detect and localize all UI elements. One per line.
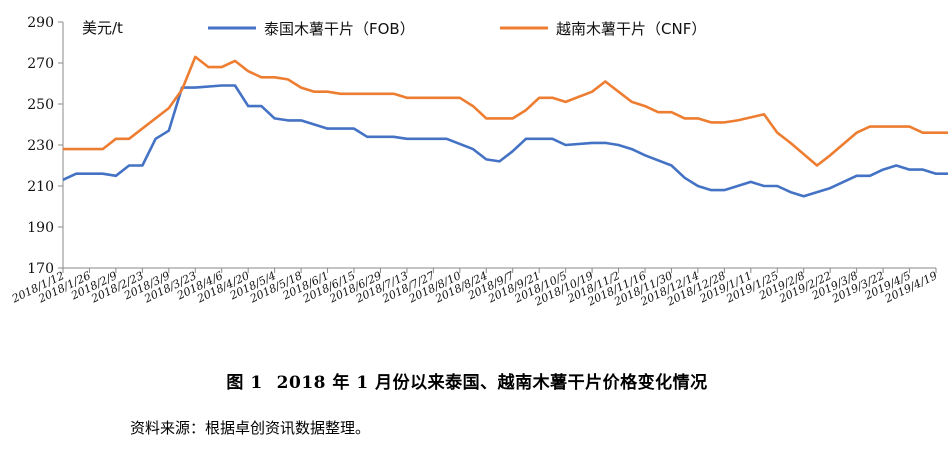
series-line-thailand-fob — [62, 84, 948, 198]
figure-title: 2018 年 1 月份以来泰国、越南木薯干片价格变化情况 — [276, 373, 708, 393]
series-line-vietnam-cnf — [63, 55, 948, 167]
y-tick-label: 290 — [27, 15, 54, 31]
figure-caption: 图 1 2018 年 1 月份以来泰国、越南木薯干片价格变化情况 — [0, 368, 948, 393]
line-chart: 1701902102302502702902018/1/122018/1/262… — [9, 15, 948, 309]
source-note: 资料来源：根据卓创资讯数据整理。 — [130, 419, 371, 437]
y-tick-label: 230 — [27, 138, 54, 154]
y-tick-label: 210 — [27, 179, 54, 195]
y-axis-unit: 美元/t — [82, 19, 123, 37]
y-tick-label: 190 — [27, 220, 54, 236]
figure-number: 图 1 — [226, 373, 263, 393]
legend-label: 泰国木薯干片（FOB） — [264, 20, 415, 38]
y-tick-label: 170 — [27, 261, 54, 277]
y-tick-label: 270 — [27, 56, 54, 72]
y-tick-label: 250 — [27, 97, 54, 113]
legend-label: 越南木薯干片（CNF） — [556, 20, 706, 38]
